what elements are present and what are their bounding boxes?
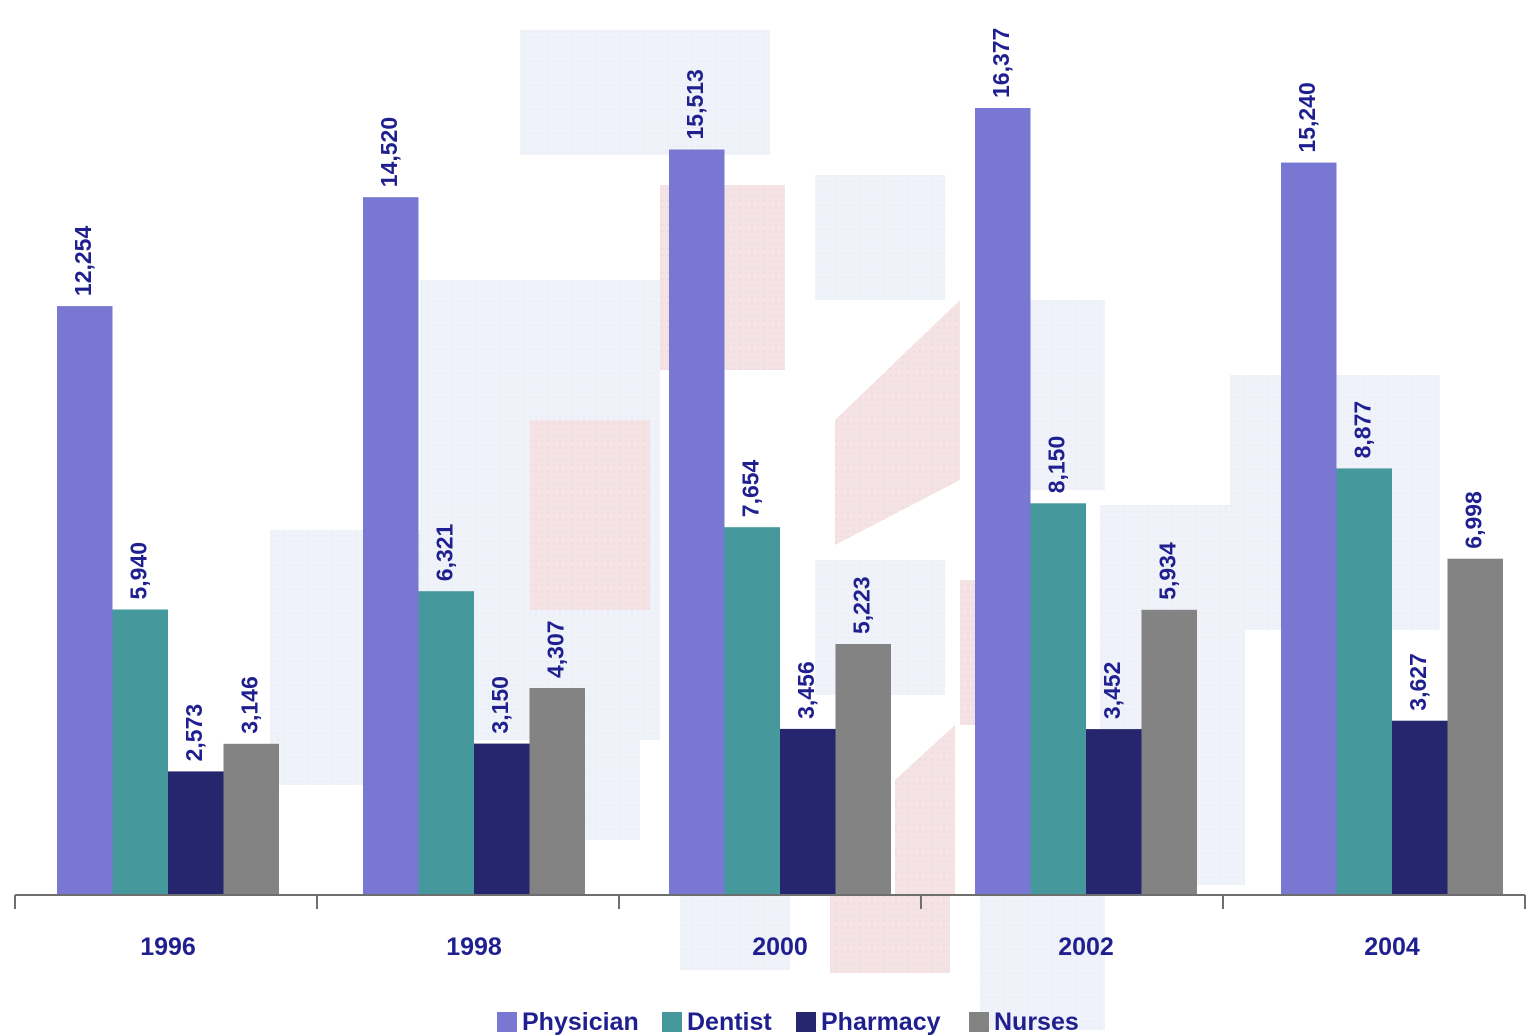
value-label-dentist-2000: 7,654: [737, 459, 763, 517]
legend-swatch-dentist: [662, 1012, 682, 1032]
legend-label-dentist: Dentist: [687, 1008, 772, 1036]
bar-dentist-2000: [724, 527, 780, 895]
bar-pharmacy-1996: [168, 771, 224, 895]
value-label-pharmacy-2004: 3,627: [1405, 653, 1431, 711]
value-label-pharmacy-2000: 3,456: [793, 661, 819, 719]
bar-physician-2004: [1281, 162, 1337, 896]
bar-physician-1998: [363, 197, 419, 895]
value-label-nurses-2004: 6,998: [1460, 491, 1486, 549]
bar-nurses-1998: [529, 688, 585, 895]
legend-swatch-pharmacy: [796, 1012, 816, 1032]
x-tick-label-2000: 2000: [752, 933, 808, 961]
value-label-nurses-2002: 5,934: [1154, 542, 1180, 600]
legend-swatch-physician: [497, 1012, 517, 1032]
value-label-dentist-2002: 8,150: [1043, 436, 1069, 494]
bar-dentist-1996: [112, 609, 168, 895]
x-tick-label-2004: 2004: [1364, 933, 1420, 961]
bar-nurses-1996: [223, 743, 279, 895]
legend: Physician Dentist Pharmacy Nurses: [497, 1008, 1079, 1036]
legend-label-nurses: Nurses: [994, 1008, 1079, 1036]
bar-physician-2000: [669, 149, 725, 895]
x-tick-labels: 1996 1998 2000 2002 2004: [140, 933, 1420, 961]
value-label-nurses-1998: 4,307: [542, 620, 568, 678]
legend-label-pharmacy: Pharmacy: [821, 1008, 941, 1036]
value-label-dentist-2004: 8,877: [1349, 401, 1375, 459]
bar-nurses-2002: [1141, 609, 1197, 895]
bar-nurses-2000: [835, 644, 891, 895]
bar-pharmacy-2004: [1392, 720, 1448, 895]
value-label-nurses-2000: 5,223: [848, 576, 874, 634]
bars-layer: [57, 108, 1503, 896]
value-label-physician-2002: 16,377: [988, 28, 1014, 98]
bar-nurses-2004: [1447, 558, 1503, 895]
value-label-pharmacy-1998: 3,150: [487, 676, 513, 734]
bar-physician-2002: [975, 108, 1031, 895]
value-label-pharmacy-2002: 3,452: [1099, 662, 1125, 720]
bar-pharmacy-1998: [474, 743, 530, 895]
x-ticks: [14, 895, 1526, 909]
value-labels-layer: 12,254 5,940 2,573 3,146 14,520 6,321 3,150 4,3…: [70, 28, 1487, 762]
bar-dentist-2004: [1336, 468, 1392, 895]
bar-dentist-1998: [418, 591, 474, 895]
value-label-physician-1996: 12,254: [70, 226, 96, 297]
value-label-pharmacy-1996: 2,573: [181, 704, 207, 762]
legend-label-physician: Physician: [522, 1008, 639, 1036]
x-tick-label-1996: 1996: [140, 933, 196, 961]
x-axis: 1996 1998 2000 2002 2004: [14, 894, 1526, 961]
value-label-physician-1998: 14,520: [376, 117, 402, 187]
bar-pharmacy-2000: [780, 728, 836, 895]
bar-pharmacy-2002: [1086, 729, 1142, 895]
value-label-physician-2000: 15,513: [682, 69, 708, 139]
value-label-dentist-1996: 5,940: [125, 542, 151, 600]
x-tick-label-1998: 1998: [446, 933, 502, 961]
legend-swatch-nurses: [969, 1012, 989, 1032]
value-label-nurses-1996: 3,146: [236, 676, 262, 734]
bar-dentist-2002: [1030, 503, 1086, 895]
value-label-dentist-1998: 6,321: [431, 523, 457, 581]
value-label-physician-2004: 15,240: [1294, 82, 1320, 152]
bar-physician-1996: [57, 306, 113, 896]
x-tick-label-2002: 2002: [1058, 933, 1114, 961]
